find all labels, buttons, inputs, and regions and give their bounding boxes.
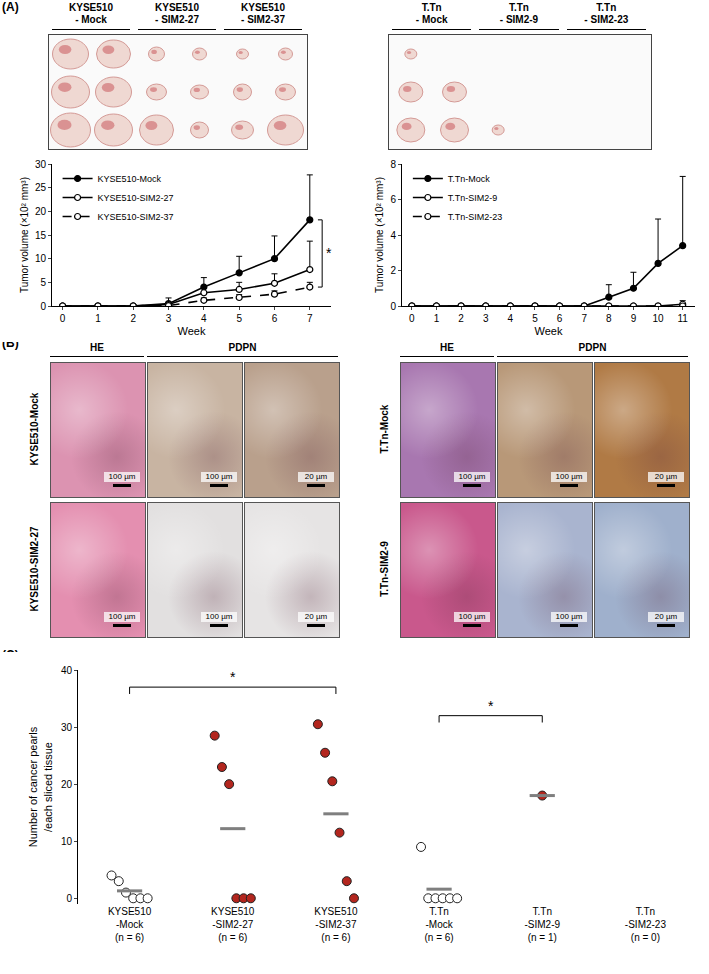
html-text:KYSE510: KYSE510 — [69, 2, 113, 13]
svg-text:7: 7 — [307, 313, 313, 324]
svg-text:Number of cancer pearls/each s: Number of cancer pearls/each sliced tiss… — [27, 726, 53, 847]
svg-text:0: 0 — [66, 893, 72, 904]
svg-text:Tumor volume (×10² mm³): Tumor volume (×10² mm³) — [374, 177, 385, 293]
html-text:(C): (C) — [2, 648, 19, 662]
svg-text:T.Tn-SIM2-9: T.Tn-SIM2-9 — [448, 193, 498, 203]
svg-text:0: 0 — [409, 313, 415, 324]
html-text:KYSE510: KYSE510 — [155, 2, 199, 13]
svg-text:11: 11 — [677, 313, 688, 324]
svg-text:0: 0 — [390, 301, 396, 312]
html-text:T.Tn-SIM2-9: T.Tn-SIM2-9 — [379, 541, 390, 597]
html-text:20 µm: 20 µm — [304, 472, 328, 481]
svg-text:2: 2 — [130, 313, 136, 324]
svg-text:15: 15 — [35, 230, 47, 241]
svg-text:6: 6 — [272, 313, 278, 324]
html-text:100 µm: 100 µm — [555, 612, 583, 621]
svg-text:*: * — [326, 245, 332, 261]
svg-text:25: 25 — [35, 182, 47, 193]
html-text:T.Tn: T.Tn — [596, 2, 617, 13]
svg-text:5: 5 — [532, 313, 538, 324]
html-text:HE: HE — [90, 342, 104, 353]
svg-text:4: 4 — [201, 313, 207, 324]
svg-text:20: 20 — [61, 779, 73, 790]
svg-text:4: 4 — [390, 230, 396, 241]
svg-text:KYSE510-SIM2-37(n = 6): KYSE510-SIM2-37(n = 6) — [314, 906, 358, 943]
svg-text:T.Tn-SIM2-9(n = 1): T.Tn-SIM2-9(n = 1) — [524, 906, 560, 943]
html-text:100 µm: 100 µm — [108, 472, 136, 481]
svg-text:10: 10 — [35, 253, 47, 264]
svg-text:40: 40 — [61, 665, 73, 676]
svg-text:Tumor volume (×10² mm³): Tumor volume (×10² mm³) — [19, 177, 30, 293]
svg-text:Week: Week — [178, 325, 206, 337]
svg-text:2: 2 — [390, 265, 396, 276]
svg-text:8: 8 — [606, 313, 612, 324]
html-text:20 µm: 20 µm — [654, 612, 678, 621]
html-text:100 µm: 100 µm — [205, 472, 233, 481]
svg-text:10: 10 — [653, 313, 665, 324]
svg-text:1: 1 — [434, 313, 440, 324]
html-text:100 µm: 100 µm — [458, 472, 486, 481]
html-text:100 µm: 100 µm — [458, 612, 486, 621]
svg-text:6: 6 — [390, 194, 396, 205]
html-text:- SIM2-9: - SIM2-9 — [499, 14, 539, 25]
html-text:- SIM2-27: - SIM2-27 — [155, 14, 199, 25]
html-text:100 µm: 100 µm — [555, 472, 583, 481]
html-text:T.Tn-Mock: T.Tn-Mock — [379, 404, 390, 454]
html-text:PDPN: PDPN — [228, 342, 257, 353]
svg-text:KYSE510-SIM2-27: KYSE510-SIM2-27 — [98, 193, 174, 203]
html-text:KYSE510-SIM2-27: KYSE510-SIM2-27 — [29, 526, 40, 612]
html-text:KYSE510-Mock: KYSE510-Mock — [29, 392, 40, 466]
svg-text:T.Tn-SIM2-23: T.Tn-SIM2-23 — [448, 212, 503, 222]
html-text:(B): (B) — [2, 336, 19, 350]
svg-text:KYSE510-Mock(n = 6): KYSE510-Mock(n = 6) — [108, 906, 152, 943]
svg-text:T.Tn-SIM2-23(n = 0): T.Tn-SIM2-23(n = 0) — [625, 906, 667, 943]
html-text:T.Tn: T.Tn — [421, 2, 442, 13]
svg-text:KYSE510-SIM2-27(n = 6): KYSE510-SIM2-27(n = 6) — [211, 906, 255, 943]
svg-text:KYSE510-Mock: KYSE510-Mock — [98, 174, 162, 184]
svg-text:30: 30 — [35, 159, 47, 170]
svg-text:0: 0 — [40, 301, 46, 312]
html-text:- Mock: - Mock — [415, 14, 448, 25]
svg-text:2: 2 — [458, 313, 464, 324]
svg-text:*: * — [230, 669, 236, 685]
svg-text:9: 9 — [631, 313, 637, 324]
svg-text:20: 20 — [35, 206, 47, 217]
html-text:100 µm: 100 µm — [205, 612, 233, 621]
svg-text:*: * — [488, 698, 494, 714]
html-text:- SIM2-37: - SIM2-37 — [241, 14, 285, 25]
svg-text:5: 5 — [236, 313, 242, 324]
svg-text:T.Tn-Mock: T.Tn-Mock — [448, 174, 491, 184]
svg-text:10: 10 — [61, 836, 73, 847]
svg-text:8: 8 — [390, 159, 396, 170]
html-text:PDPN: PDPN — [578, 342, 607, 353]
svg-text:0: 0 — [60, 313, 66, 324]
svg-text:T.Tn-Mock(n = 6): T.Tn-Mock(n = 6) — [424, 906, 453, 943]
svg-text:3: 3 — [166, 313, 172, 324]
html-text:100 µm: 100 µm — [108, 612, 136, 621]
html-text:- Mock: - Mock — [75, 14, 107, 25]
svg-text:Week: Week — [535, 325, 563, 337]
html-text:KYSE510: KYSE510 — [241, 2, 285, 13]
html-text:- SIM2-23: - SIM2-23 — [584, 14, 629, 25]
svg-text:5: 5 — [40, 277, 46, 288]
svg-text:4: 4 — [508, 313, 514, 324]
html-text:20 µm: 20 µm — [304, 612, 328, 621]
html-text:(A): (A) — [2, 0, 19, 14]
svg-text:KYSE510-SIM2-37: KYSE510-SIM2-37 — [98, 212, 174, 222]
svg-text:30: 30 — [61, 722, 73, 733]
html-text:HE: HE — [440, 342, 454, 353]
html-text:T.Tn: T.Tn — [509, 2, 529, 13]
svg-text:7: 7 — [581, 313, 587, 324]
svg-text:6: 6 — [557, 313, 563, 324]
svg-text:1: 1 — [95, 313, 101, 324]
html-text:20 µm: 20 µm — [654, 472, 678, 481]
svg-text:3: 3 — [483, 313, 489, 324]
